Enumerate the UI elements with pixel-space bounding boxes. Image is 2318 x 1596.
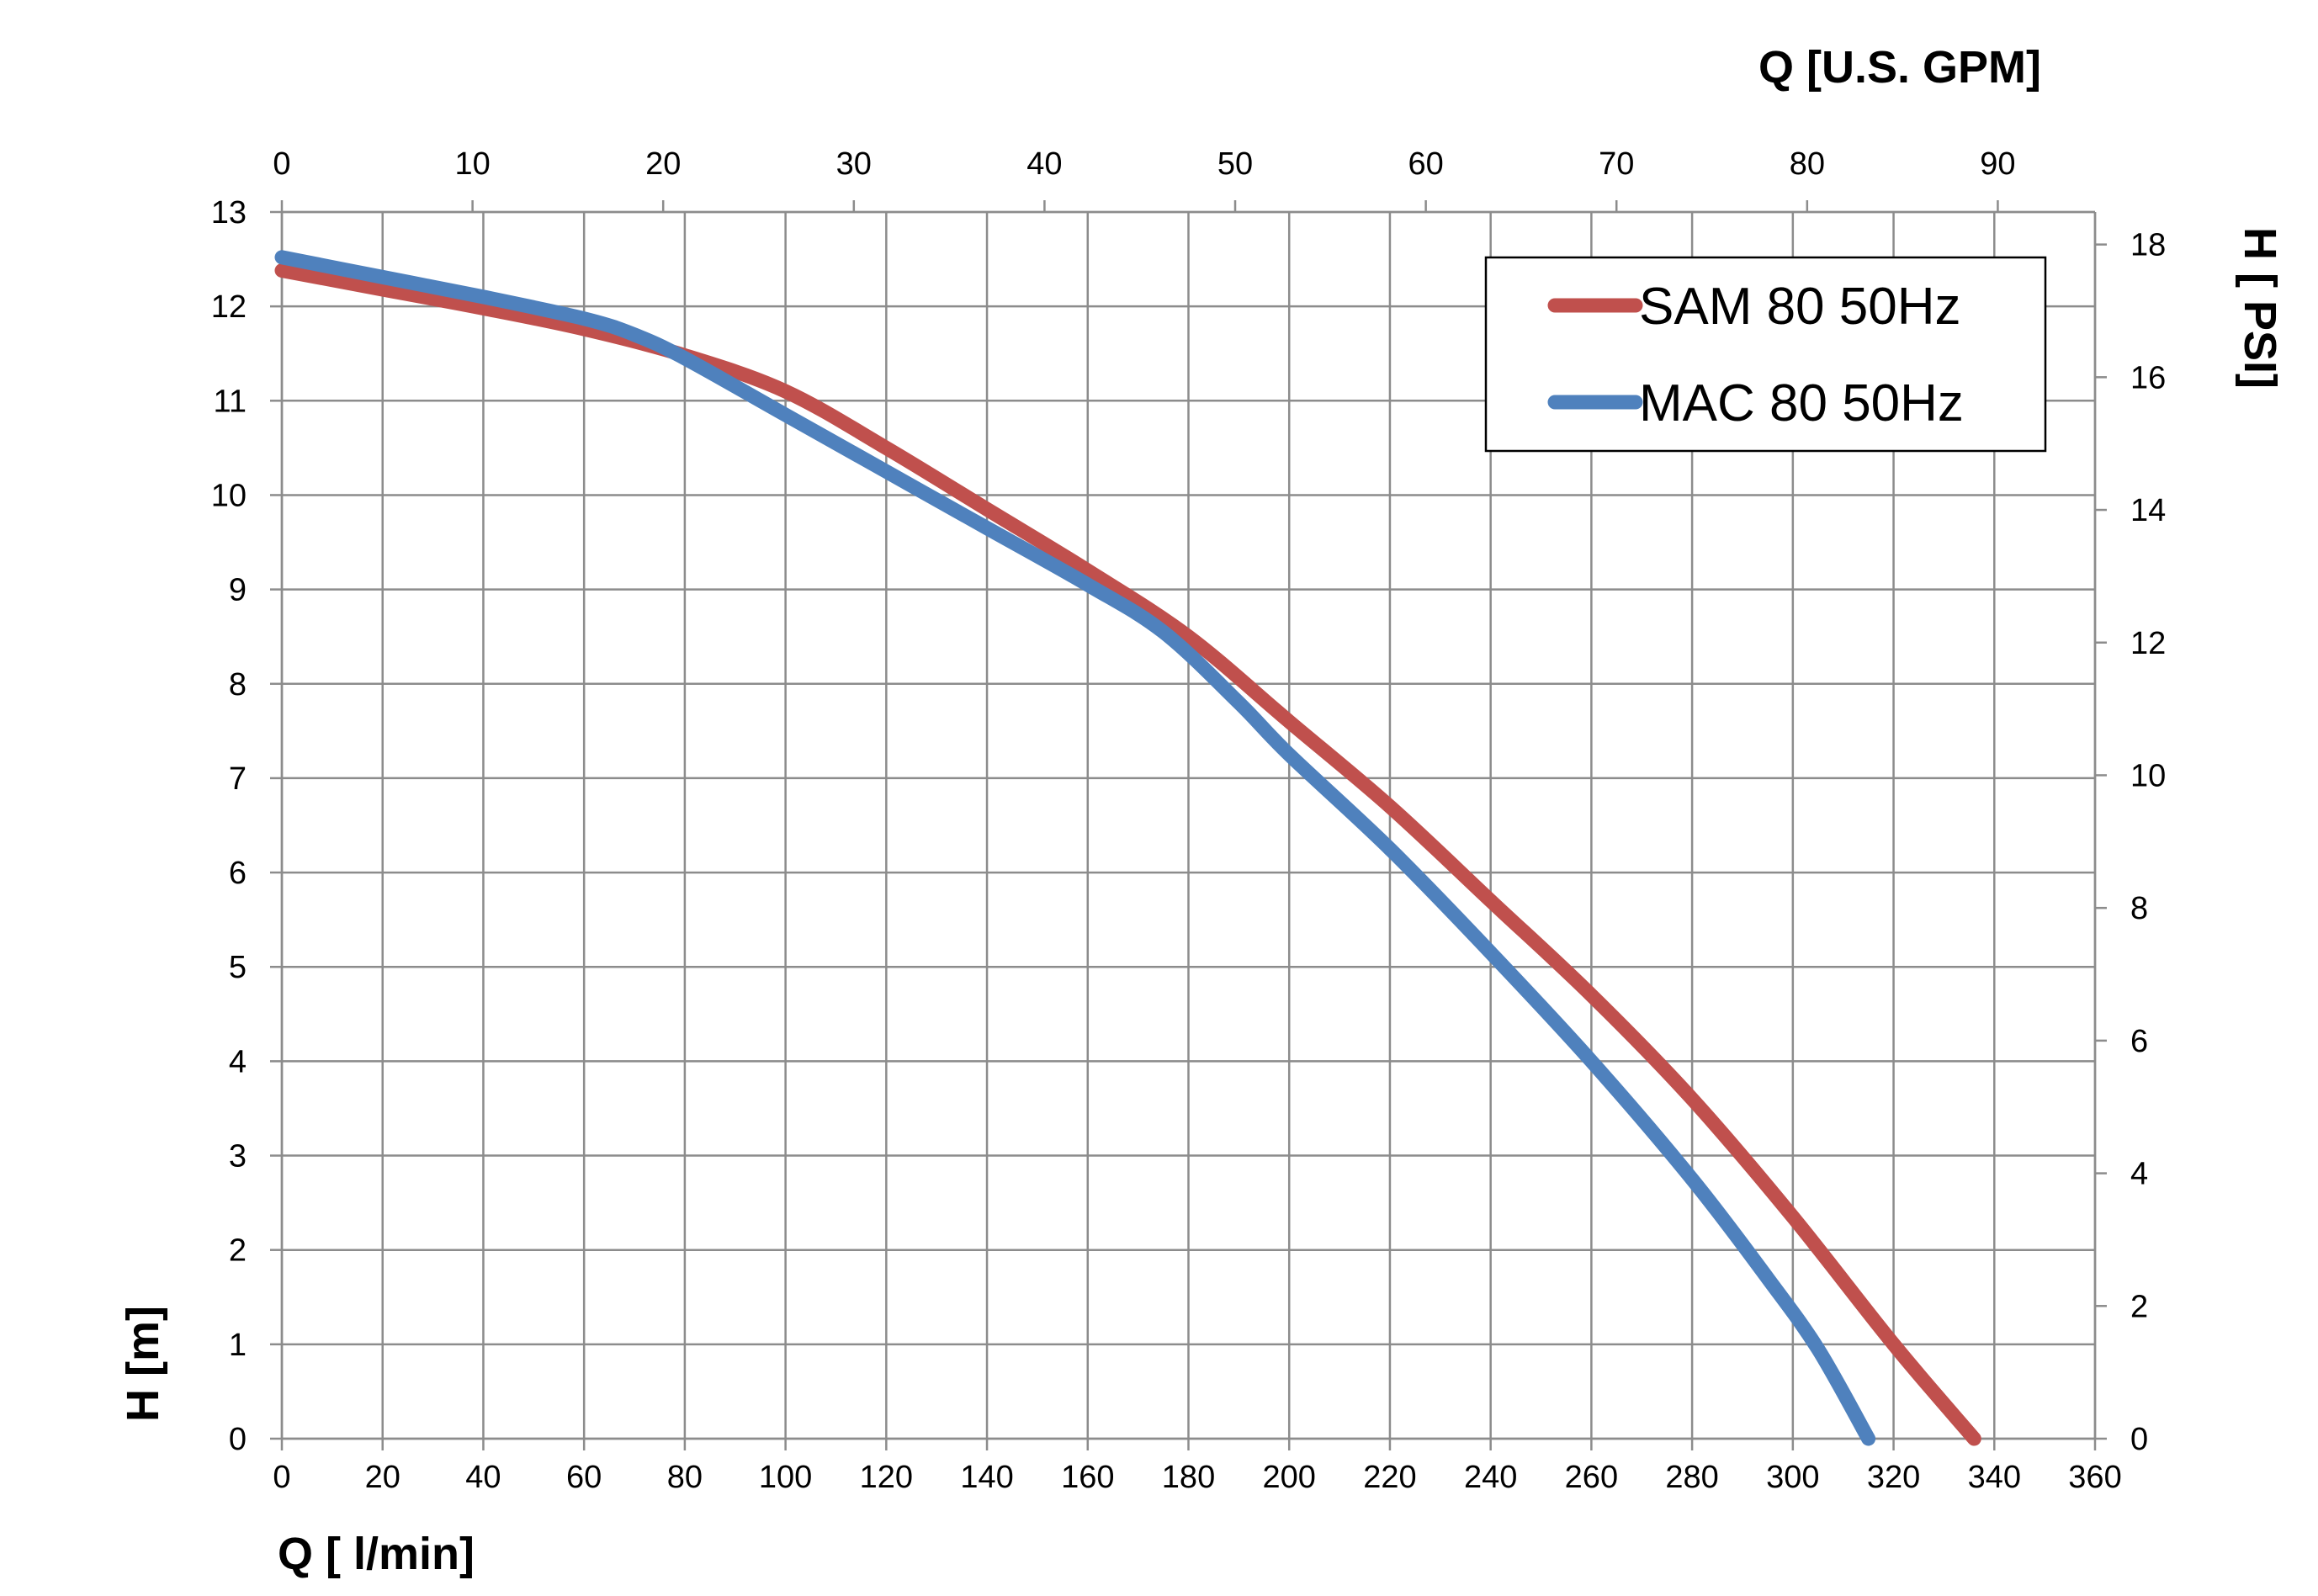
legend-label-mac-80-50hz: MAC 80 50Hz [1639,374,1964,432]
y-tick-label-secondary: 12 [2130,626,2166,661]
y-tick-label-secondary: 0 [2130,1422,2148,1457]
y-tick-label-secondary: 16 [2130,360,2166,395]
x-tick-label-secondary: 90 [1980,146,2015,182]
x-axis-title-secondary: Q [U.S. GPM] [1758,42,2041,93]
x-tick-label-secondary: 40 [1026,146,1062,182]
x-tick-label-primary: 20 [365,1460,400,1495]
x-tick-label-primary: 320 [1867,1460,1920,1495]
y-tick-label-primary: 13 [211,195,247,231]
series-line-mac-80-50hz [274,250,1876,1446]
x-tick-label-primary: 280 [1665,1460,1718,1495]
y-tick-label-secondary: 18 [2130,228,2166,263]
x-tick-label-primary: 0 [273,1460,290,1495]
x-tick-label-primary: 360 [2068,1460,2121,1495]
x-tick-label-secondary: 30 [836,146,872,182]
x-tick-label-primary: 340 [1968,1460,2021,1495]
x-tick-label-secondary: 20 [645,146,681,182]
y-tick-label-secondary: 2 [2130,1289,2148,1324]
x-tick-label-primary: 300 [1766,1460,1819,1495]
axes: 0 20 40 60 80 100 120 140 160 180 200 220 240 260 280 3… [211,146,2167,1495]
x-axis-title-primary: Q [ l/min] [278,1529,475,1579]
y-tick-label-secondary: 4 [2130,1157,2148,1192]
y-tick-label-secondary: 14 [2130,493,2166,528]
x-tick-label-secondary: 80 [1790,146,1825,182]
x-tick-label-primary: 220 [1363,1460,1416,1495]
x-tick-label-primary: 40 [465,1460,501,1495]
y-tick-label-primary: 2 [229,1233,247,1269]
x-tick-label-primary: 120 [860,1460,913,1495]
legend-box [1484,256,2047,453]
x-tick-label-secondary: 50 [1217,146,1253,182]
y-tick-label-secondary: 10 [2130,758,2166,793]
x-tick-label-secondary: 10 [454,146,490,182]
y-tick-label-primary: 9 [229,573,247,608]
x-tick-label-primary: 140 [960,1460,1013,1495]
y-tick-label-primary: 11 [214,384,247,419]
x-tick-label-primary: 240 [1464,1460,1517,1495]
y-axis-title-primary: H [m] [118,1306,168,1422]
x-tick-label-primary: 160 [1061,1460,1114,1495]
y-tick-label-primary: 7 [229,761,247,797]
y-tick-label-secondary: 6 [2130,1024,2148,1059]
x-tick-label-secondary: 60 [1408,146,1443,182]
x-tick-label-primary: 100 [759,1460,812,1495]
y-tick-label-primary: 12 [211,289,247,325]
y-tick-label-primary: 6 [229,856,247,891]
x-tick-label-primary: 200 [1263,1460,1316,1495]
y-tick-label-secondary: 8 [2130,891,2148,926]
x-tick-label-secondary: 70 [1599,146,1634,182]
y-tick-label-primary: 3 [229,1139,247,1174]
x-tick-label-primary: 60 [566,1460,602,1495]
y-tick-label-primary: 1 [229,1328,247,1363]
x-tick-label-primary: 260 [1565,1460,1618,1495]
y-axis-title-secondary: H [ PSI] [2235,227,2285,389]
x-tick-label-primary: 180 [1162,1460,1215,1495]
y-tick-label-primary: 0 [229,1422,247,1457]
y-tick-label-primary: 5 [229,950,247,985]
legend: SAM 80 50Hz MAC 80 50Hz [1484,256,2047,453]
series-layer [274,250,1981,1446]
y-tick-label-primary: 4 [229,1044,247,1079]
y-tick-label-primary: 10 [211,478,247,513]
legend-label-sam-80-50hz: SAM 80 50Hz [1639,278,1961,336]
x-tick-label-primary: 80 [667,1460,703,1495]
y-tick-label-primary: 8 [229,667,247,703]
x-tick-label-secondary: 0 [273,146,290,182]
series-line-sam-80-50hz [274,263,1981,1446]
